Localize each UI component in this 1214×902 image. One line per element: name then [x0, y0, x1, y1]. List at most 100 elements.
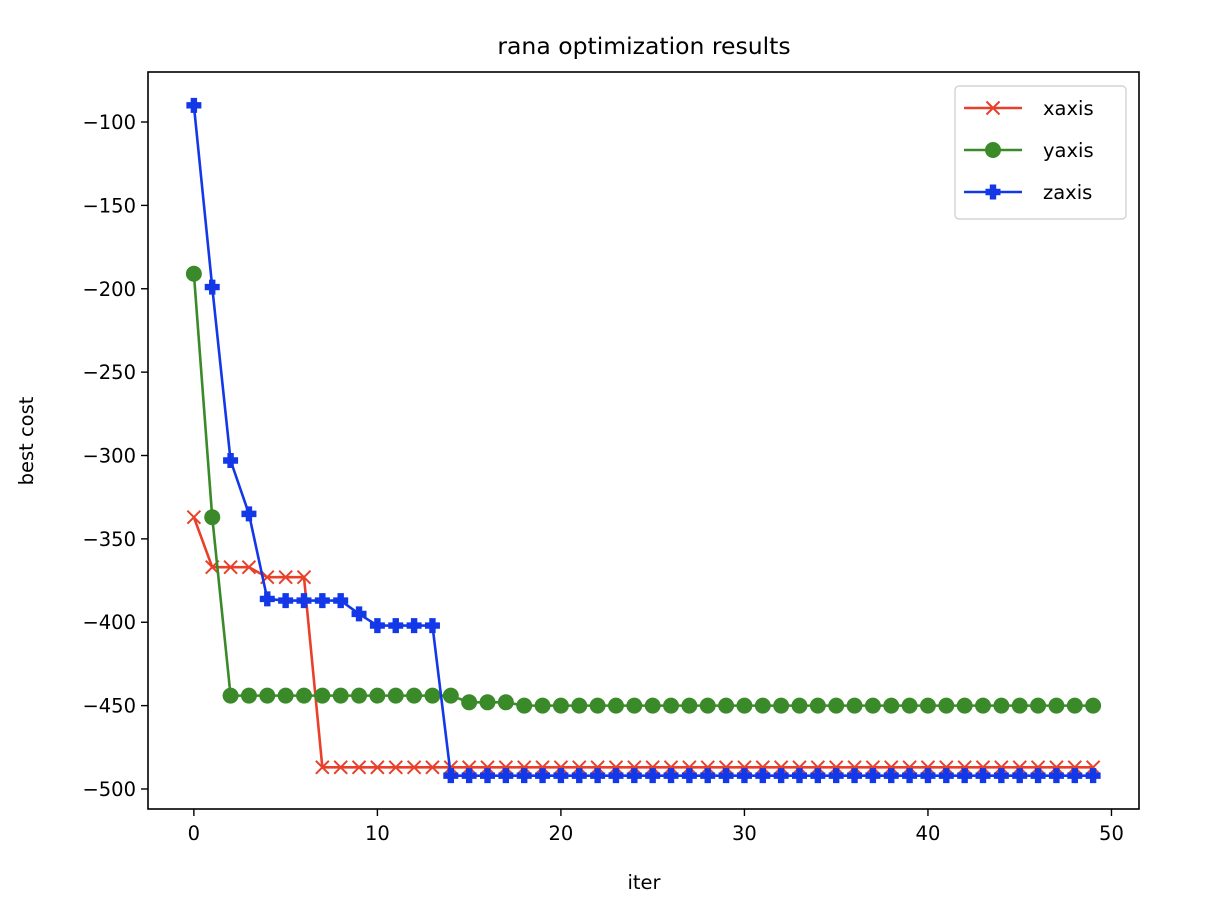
data-point-xaxis: [920, 760, 936, 775]
data-point-yaxis: [1011, 697, 1028, 714]
legend: xaxis yaxis zaxis: [954, 85, 1127, 220]
data-point-yaxis: [883, 697, 900, 714]
data-point-yaxis: [240, 687, 257, 704]
data-point-zaxis: [535, 768, 551, 784]
data-point-yaxis: [681, 697, 698, 714]
data-point-xaxis: [517, 760, 532, 775]
data-point-xaxis: [608, 760, 624, 775]
data-point-zaxis: [443, 768, 459, 784]
plot-frame: [147, 71, 1140, 810]
data-point-yaxis: [204, 509, 221, 526]
chart-title: rana optimization results: [497, 32, 790, 60]
data-point-xaxis: [333, 760, 348, 775]
data-point-yaxis: [699, 697, 716, 714]
data-point-xaxis: [939, 760, 954, 775]
data-point-zaxis: [241, 506, 257, 522]
data-point-xaxis: [480, 760, 495, 775]
data-point-zaxis: [351, 606, 367, 622]
data-point-yaxis: [571, 697, 588, 714]
data-point-yaxis: [846, 697, 863, 714]
data-point-zaxis: [700, 768, 716, 784]
data-point-xaxis: [884, 760, 899, 775]
x-tick-label: 30: [732, 822, 757, 845]
data-point-yaxis: [901, 697, 918, 714]
data-point-yaxis: [864, 697, 881, 714]
data-point-xaxis: [865, 760, 881, 775]
data-point-yaxis: [222, 687, 239, 704]
legend-marker-xaxis: [985, 100, 1001, 116]
data-point-zaxis: [993, 768, 1009, 784]
y-tick-label: −200: [82, 278, 136, 301]
data-point-zaxis: [1067, 768, 1083, 784]
data-point-xaxis: [461, 760, 477, 775]
data-point-yaxis: [644, 697, 661, 714]
data-point-zaxis: [406, 618, 422, 634]
data-point-yaxis: [1030, 697, 1047, 714]
data-point-xaxis: [223, 560, 238, 575]
data-point-xaxis: [902, 760, 917, 775]
data-point-yaxis: [259, 687, 276, 704]
data-point-zaxis: [773, 768, 789, 784]
data-point-yaxis: [406, 687, 423, 704]
data-point-yaxis: [185, 265, 202, 282]
data-point-zaxis: [847, 768, 863, 784]
data-point-xaxis: [975, 760, 991, 775]
x-tick-label: 20: [549, 822, 574, 845]
data-point-zaxis: [333, 593, 349, 609]
legend-box: [954, 85, 1127, 220]
y-tick-label: −150: [82, 194, 136, 217]
data-point-xaxis: [718, 760, 734, 775]
data-point-zaxis: [957, 768, 973, 784]
data-point-zaxis: [314, 593, 330, 609]
data-point-zaxis: [755, 768, 771, 784]
data-point-xaxis: [700, 760, 715, 775]
data-point-yaxis: [534, 697, 551, 714]
data-point-zaxis: [388, 618, 404, 634]
y-tick-label: −500: [82, 778, 136, 801]
data-point-zaxis: [590, 768, 606, 784]
x-tick-label: 40: [916, 822, 941, 845]
data-point-zaxis: [902, 768, 918, 784]
legend-marker-yaxis: [985, 142, 1001, 158]
data-point-zaxis: [938, 768, 954, 784]
data-point-zaxis: [571, 768, 587, 784]
legend-marker-zaxis: [985, 184, 1001, 200]
data-point-yaxis: [424, 687, 441, 704]
data-point-zaxis: [223, 453, 239, 469]
data-point-yaxis: [1066, 697, 1083, 714]
data-point-xaxis: [553, 760, 569, 775]
data-point-zaxis: [186, 97, 202, 113]
data-point-xaxis: [535, 760, 550, 775]
data-point-yaxis: [442, 687, 459, 704]
legend-label-xaxis: xaxis: [1043, 97, 1094, 120]
data-point-xaxis: [278, 570, 293, 585]
data-point-yaxis: [718, 697, 735, 714]
data-point-zaxis: [369, 618, 385, 634]
data-point-yaxis: [828, 697, 845, 714]
data-point-xaxis: [1067, 760, 1082, 775]
data-point-zaxis: [1030, 768, 1046, 784]
y-tick-label: −350: [82, 528, 136, 551]
data-point-yaxis: [791, 697, 808, 714]
data-point-yaxis: [516, 697, 533, 714]
data-point-xaxis: [645, 760, 660, 775]
data-point-xaxis: [773, 760, 789, 775]
data-point-xaxis: [1049, 760, 1064, 775]
data-point-xaxis: [1085, 760, 1101, 775]
x-tick-label: 10: [365, 822, 390, 845]
data-point-zaxis: [791, 768, 807, 784]
series-xaxis: [186, 509, 1101, 775]
data-point-yaxis: [607, 697, 624, 714]
data-point-xaxis: [351, 760, 367, 775]
data-point-xaxis: [590, 760, 605, 775]
data-point-yaxis: [277, 687, 294, 704]
data-point-yaxis: [809, 697, 826, 714]
data-point-xaxis: [296, 570, 312, 585]
data-point-zaxis: [828, 768, 844, 784]
data-point-yaxis: [736, 697, 753, 714]
data-point-xaxis: [994, 760, 1009, 775]
data-point-yaxis: [773, 697, 790, 714]
data-point-zaxis: [1012, 768, 1028, 784]
data-point-yaxis: [1048, 697, 1065, 714]
data-point-yaxis: [993, 697, 1010, 714]
